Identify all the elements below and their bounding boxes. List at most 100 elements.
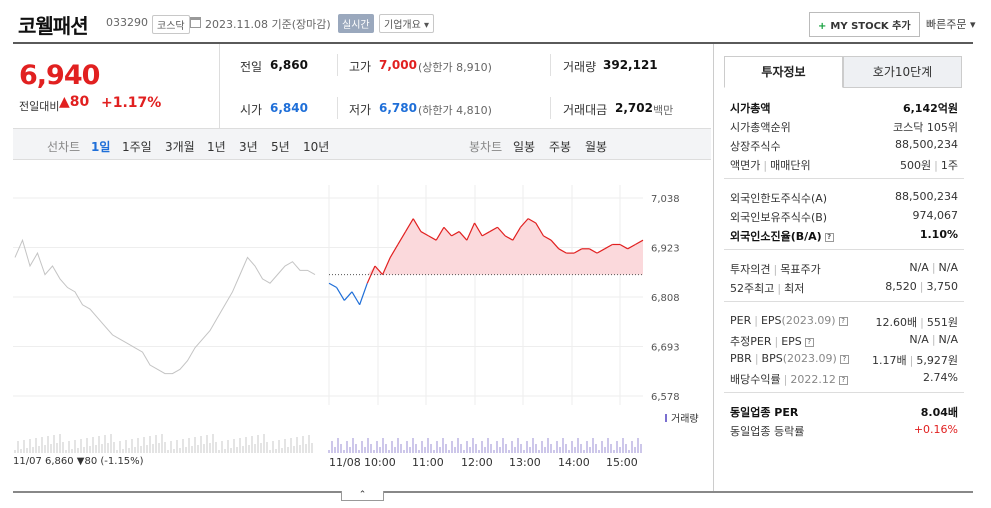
divider (13, 42, 973, 44)
x-tick-label: 11:00 (412, 456, 444, 469)
x-tick-label: 15:00 (606, 456, 638, 469)
series-segment (343, 291, 353, 301)
divider (13, 491, 973, 493)
series-segment (596, 248, 606, 254)
series-segment (412, 218, 422, 232)
amount-unit: 백만 (653, 104, 674, 117)
up-area-fill (329, 218, 643, 275)
date-text: 2023.11.08 기준(장마감) (205, 18, 331, 31)
tab-3year[interactable]: 3년 (239, 140, 258, 154)
series-segment (435, 226, 445, 241)
series-segment (466, 222, 476, 241)
series-segment (589, 248, 598, 254)
low-value: 6,780 (379, 101, 417, 115)
y-tick-label: 7,038 (651, 194, 680, 205)
current-price: 6,940 (19, 60, 100, 91)
company-info-dropdown[interactable]: 기업개요 ▾ (379, 14, 434, 33)
series-segment (573, 248, 583, 254)
my-stock-add-button[interactable]: + MY STOCK 추가 (809, 12, 920, 37)
info-icon: ? (824, 233, 834, 242)
tab-investment-info[interactable]: 투자정보 (724, 56, 843, 88)
x-tick-label: 12:00 (461, 456, 493, 469)
divider (550, 97, 551, 119)
series-segment (558, 248, 567, 254)
prev-close-label: 전일 (240, 60, 263, 74)
change-rate: +1.17% (101, 95, 162, 111)
volume-label: 거래량 (563, 60, 597, 74)
series-segment (382, 257, 391, 275)
tab-1week[interactable]: 1주일 (122, 140, 152, 154)
series-segment (604, 243, 613, 250)
series-segment (443, 226, 452, 237)
x-tick-label: 13:00 (509, 456, 541, 469)
lower-limit: (하한가 4,810) (418, 104, 492, 117)
divider (337, 54, 338, 76)
tab-3month[interactable]: 3개월 (165, 140, 195, 154)
divider (550, 54, 551, 76)
price-summary: 6,940 전일대비 ▲80 +1.17% (13, 44, 220, 128)
price-change: ▲80 (59, 94, 90, 110)
investment-info-panel: 투자정보 호가10단계 시가총액 6,142억원 시가총액순위 코스닥 105위 상… (713, 44, 973, 491)
open-value: 6,840 (270, 101, 308, 115)
high-value: 7,000 (379, 58, 417, 72)
volume-legend-label: 거래량 (671, 413, 699, 425)
divider (724, 178, 964, 179)
series-segment (374, 265, 384, 276)
amount-label: 거래대금 (563, 103, 608, 117)
change-label: 전일대비 (19, 100, 60, 113)
series-segment (336, 287, 345, 301)
tab-daily[interactable]: 일봉 (513, 140, 536, 154)
header-bar: 코웰패션 033290 코스닥 2023.11.08 기준(장마감) 실시간 기… (0, 0, 991, 42)
series-segment (473, 222, 483, 237)
series-segment (497, 226, 506, 237)
tab-5year[interactable]: 5년 (271, 140, 290, 154)
series-segment (428, 235, 437, 241)
upper-limit: (상한가 8,910) (418, 61, 492, 74)
series-segment (520, 218, 529, 228)
series-segment (405, 218, 414, 232)
tab-10year[interactable]: 10년 (303, 140, 330, 154)
open-label: 시가 (240, 103, 263, 117)
series-segment (543, 235, 552, 241)
series-segment (627, 243, 636, 250)
stock-code: 033290 (106, 16, 148, 29)
amount-value: 2,702 (615, 101, 653, 115)
x-tick-label: 10:00 (364, 456, 396, 469)
series-segment (351, 291, 361, 306)
candle-chart-label: 봉차트 (469, 140, 503, 154)
my-stock-label: MY STOCK 추가 (830, 21, 911, 32)
quick-order-dropdown[interactable]: 빠른주문 ▾ (926, 18, 976, 31)
tab-weekly[interactable]: 주봉 (549, 140, 572, 154)
price-chart[interactable]: 7,038 6,923 6,808 6,693 6,578 거래량 11/08 10:00… (13, 185, 711, 475)
divider (337, 97, 338, 119)
collapse-chevron-icon[interactable]: ⌃ (341, 491, 384, 501)
series-line-prev-day (14, 238, 316, 375)
plus-icon: + (818, 21, 827, 32)
series-segment (504, 235, 514, 241)
divider (724, 392, 964, 393)
series-segment (397, 231, 407, 245)
high-label: 고가 (349, 60, 372, 74)
realtime-button[interactable]: 실시간 (338, 14, 374, 33)
prev-close-value: 6,860 (270, 58, 308, 72)
tab-order-book[interactable]: 호가10단계 (843, 56, 962, 88)
series-segment (489, 226, 498, 233)
divider (724, 301, 964, 302)
series-segment (328, 282, 337, 289)
series-segment (359, 283, 368, 305)
series-segment (389, 244, 399, 258)
tab-1year[interactable]: 1년 (207, 140, 226, 154)
x-tick-label: 14:00 (558, 456, 590, 469)
series-segment (458, 231, 468, 241)
chart-footer-summary: 11/07 6,860 ▼80 (-1.15%) (13, 456, 144, 467)
info-icon: ? (839, 355, 849, 364)
series-segment (420, 231, 429, 237)
series-segment (550, 239, 560, 250)
volume-legend-swatch (665, 414, 667, 422)
series-segment (481, 231, 491, 237)
series-segment (635, 239, 644, 246)
tab-1day[interactable]: 1일 (91, 140, 111, 154)
tab-monthly[interactable]: 월봉 (585, 140, 608, 154)
info-icon: ? (838, 376, 848, 385)
volume-value: 392,121 (603, 58, 658, 72)
